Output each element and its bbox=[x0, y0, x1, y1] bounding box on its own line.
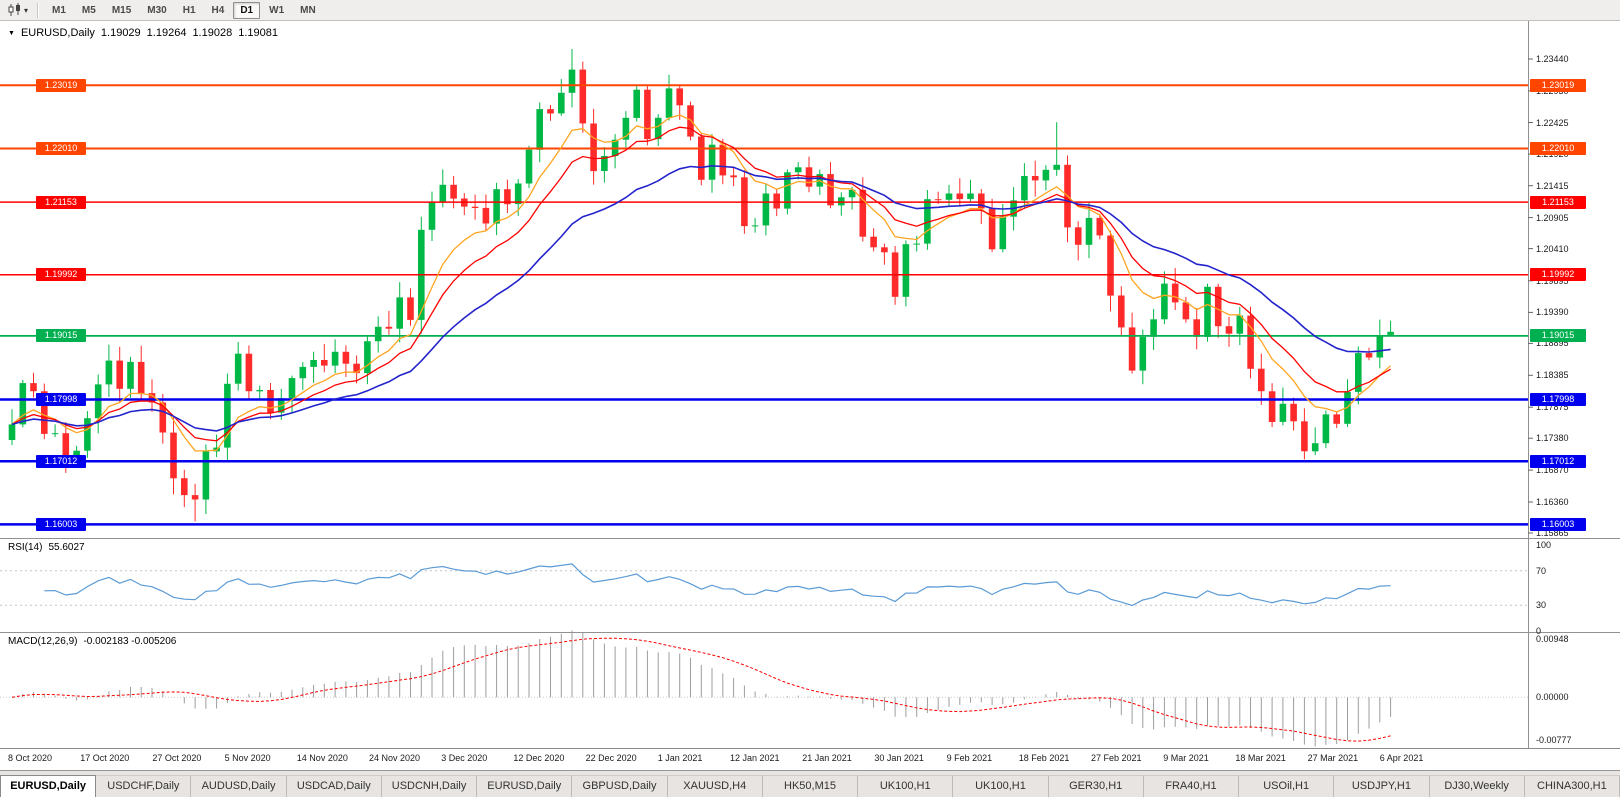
date-axis-label: 27 Oct 2020 bbox=[152, 753, 202, 763]
chart-tab-usdcad-daily[interactable]: USDCAD,Daily bbox=[286, 775, 382, 797]
chart-tab-audusd-daily[interactable]: AUDUSD,Daily bbox=[191, 775, 287, 797]
chart-tab-eurusd-daily[interactable]: EURUSD,Daily bbox=[0, 775, 97, 797]
ohlc-low: 1.19028 bbox=[192, 27, 233, 39]
chart-area: 1.23440 1.22930 1.22425 1.21920 1.21415 1.209… bbox=[0, 21, 1620, 748]
chart-tab-bar: EURUSD,Daily USDCHF,Daily AUDUSD,Daily USDC… bbox=[0, 770, 1620, 797]
timeframe-button-w1[interactable]: W1 bbox=[269, 4, 285, 16]
dropdown-caret-icon: ▾ bbox=[24, 5, 29, 15]
chart-tab-dj30-weekly[interactable]: DJ30,Weekly bbox=[1429, 775, 1525, 797]
chart-symbol-period: EURUSD,Daily bbox=[20, 27, 95, 39]
date-axis-label: 12 Jan 2021 bbox=[730, 753, 780, 763]
date-axis-label: 3 Dec 2020 bbox=[441, 753, 488, 763]
price-chart-canvas[interactable] bbox=[0, 21, 1620, 748]
date-axis-label: 14 Nov 2020 bbox=[296, 753, 348, 763]
chart-tab-usoil-h1[interactable]: USOil,H1 bbox=[1239, 775, 1335, 797]
timeframe-button-h1[interactable]: H1 bbox=[182, 4, 196, 16]
candlestick-chart-icon bbox=[8, 3, 20, 16]
rsi-indicator-label: RSI(14) 55.6027 bbox=[8, 542, 85, 553]
date-axis-label: 22 Dec 2020 bbox=[585, 753, 637, 763]
date-axis-label: 1 Jan 2021 bbox=[657, 753, 703, 763]
date-axis-label: 17 Oct 2020 bbox=[80, 753, 130, 763]
date-axis-label: 18 Feb 2021 bbox=[1018, 753, 1070, 763]
chart-tab-usdchf-daily[interactable]: USDCHF,Daily bbox=[96, 775, 192, 797]
date-axis-label: 8 Oct 2020 bbox=[8, 753, 53, 763]
chart-tab-hk50-m15[interactable]: HK50,M15 bbox=[762, 775, 859, 797]
date-axis-label: 27 Mar 2021 bbox=[1307, 753, 1359, 763]
chart-tab-ger30-h1[interactable]: GER30,H1 bbox=[1048, 775, 1144, 797]
date-axis-label: 5 Nov 2020 bbox=[224, 753, 271, 763]
timeframe-button-d1[interactable]: D1 bbox=[233, 1, 261, 19]
macd-values: -0.002183 -0.005206 bbox=[83, 636, 177, 647]
timeframe-button-mn[interactable]: MN bbox=[300, 4, 316, 16]
date-axis[interactable]: 8 Oct 2020 17 Oct 2020 27 Oct 2020 5 Nov 20… bbox=[0, 748, 1620, 770]
chart-tab-fra40-h1[interactable]: FRA40,H1 bbox=[1143, 775, 1240, 797]
date-axis-label: 21 Jan 2021 bbox=[802, 753, 852, 763]
chart-title: ▼ EURUSD,Daily 1.19029 1.19264 1.19028 1… bbox=[8, 27, 278, 39]
chart-tab-gbpusd-daily[interactable]: GBPUSD,Daily bbox=[572, 775, 668, 797]
macd-name: MACD(12,26,9) bbox=[8, 636, 78, 647]
timeframe-buttons: M1 M5 M15 M30 H1 H4 D1 W1 MN bbox=[45, 1, 323, 19]
date-axis-label: 24 Nov 2020 bbox=[369, 753, 421, 763]
date-axis-label: 18 Mar 2021 bbox=[1235, 753, 1286, 763]
macd-indicator-label: MACD(12,26,9) -0.002183 -0.005206 bbox=[8, 636, 176, 647]
rsi-value: 55.6027 bbox=[48, 542, 85, 553]
timeframe-toolbar: ▾ M1 M5 M15 M30 H1 H4 D1 W1 MN bbox=[0, 0, 1620, 21]
rsi-name: RSI(14) bbox=[8, 542, 43, 553]
date-axis-label: 30 Jan 2021 bbox=[874, 753, 924, 763]
ohlc-open: 1.19029 bbox=[100, 27, 141, 39]
chart-tab-xauusd-h4[interactable]: XAUUSD,H4 bbox=[667, 775, 763, 797]
date-axis-label: 27 Feb 2021 bbox=[1091, 753, 1142, 763]
chart-tab-usdjpy-h1[interactable]: USDJPY,H1 bbox=[1334, 775, 1430, 797]
chart-type-dropdown[interactable]: ▾ bbox=[4, 2, 31, 19]
chart-tab-uk100-h1[interactable]: UK100,H1 bbox=[953, 775, 1049, 797]
timeframe-button-h4[interactable]: H4 bbox=[211, 4, 225, 16]
chart-tab-eurusd-daily[interactable]: EURUSD,Daily bbox=[477, 775, 573, 797]
date-axis-label: 9 Feb 2021 bbox=[946, 753, 993, 763]
timeframe-button-m15[interactable]: M15 bbox=[111, 4, 132, 16]
timeframe-button-m30[interactable]: M30 bbox=[147, 4, 167, 16]
ohlc-close: 1.19081 bbox=[238, 27, 278, 39]
date-axis-label: 6 Apr 2021 bbox=[1379, 753, 1424, 763]
chart-tab-uk100-h1[interactable]: UK100,H1 bbox=[858, 775, 954, 797]
toolbar-separator bbox=[37, 2, 40, 18]
timeframe-button-m5[interactable]: M5 bbox=[81, 4, 96, 16]
chart-tab-china300-h1[interactable]: CHINA300,H1 bbox=[1524, 775, 1620, 797]
ohlc-high: 1.19264 bbox=[146, 27, 187, 39]
date-axis-label: 12 Dec 2020 bbox=[513, 753, 565, 763]
timeframe-button-m1[interactable]: M1 bbox=[52, 4, 66, 16]
chart-tab-usdcnh-daily[interactable]: USDCNH,Daily bbox=[381, 775, 478, 797]
date-axis-label: 9 Mar 2021 bbox=[1163, 753, 1209, 763]
collapse-icon[interactable]: ▼ bbox=[8, 29, 15, 37]
